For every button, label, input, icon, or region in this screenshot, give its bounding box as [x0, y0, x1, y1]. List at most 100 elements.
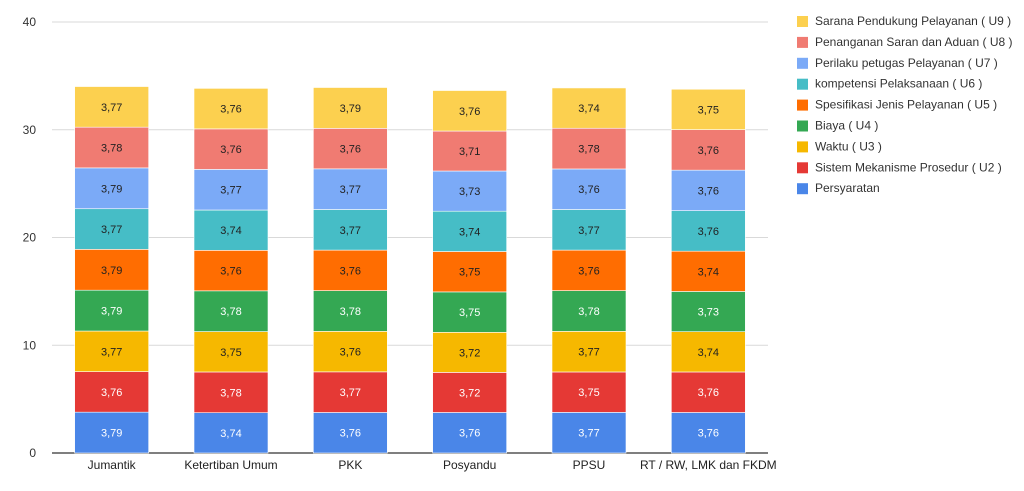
bar-segment: [671, 371, 746, 413]
data-label: 3,76: [340, 144, 361, 156]
legend-label: Persyaratan: [815, 181, 880, 195]
legend-swatch: [797, 99, 808, 111]
bar-segment: [671, 169, 746, 211]
bar-segment: [74, 371, 149, 413]
bar-segment: [551, 87, 627, 129]
y-tick-label: 40: [23, 15, 37, 29]
data-label: 3,77: [578, 428, 599, 440]
bar-segment: [313, 412, 388, 454]
data-label: 3,76: [220, 144, 241, 156]
data-label: 3,76: [459, 428, 480, 440]
bar-segment: [313, 168, 388, 210]
bar-segment: [432, 170, 507, 212]
x-category-label: PKK: [338, 458, 362, 472]
x-category-label: Ketertiban Umum: [184, 458, 277, 472]
data-label: 3,74: [220, 225, 241, 237]
bar-segment: [74, 167, 149, 210]
legend-swatch: [797, 162, 808, 174]
data-label: 3,76: [698, 428, 719, 440]
legend-label: kompetensi Pelaksanaan ( U6 ): [815, 77, 982, 91]
data-label: 3,72: [459, 387, 480, 399]
data-label: 3,78: [220, 387, 241, 399]
legend-swatch: [797, 57, 808, 69]
data-label: 3,79: [101, 183, 122, 195]
bar-segment: [432, 291, 507, 333]
y-tick-label: 0: [29, 446, 36, 460]
data-label: 3,77: [101, 102, 122, 114]
y-tick-label: 30: [23, 123, 37, 137]
x-category-label: PPSU: [573, 458, 606, 472]
gridlines: [52, 21, 768, 454]
bar-segment: [74, 126, 149, 169]
data-label: 3,76: [220, 104, 241, 116]
data-label: 3,74: [698, 266, 719, 278]
y-tick-label: 10: [23, 338, 37, 352]
bar-segment: [313, 209, 388, 251]
bar-segment: [74, 86, 149, 128]
bar-segment: [193, 371, 269, 414]
bar-segment: [313, 331, 388, 373]
data-label: 3,75: [459, 267, 480, 279]
legend-label: Sistem Mekanisme Prosedur ( U2 ): [815, 160, 1002, 174]
bar-segment: [671, 88, 746, 130]
bar-segment: [671, 210, 746, 252]
data-label: 3,76: [698, 226, 719, 238]
data-label: 3,78: [578, 306, 599, 318]
data-label: 3,78: [220, 306, 241, 318]
bar-segment: [193, 128, 269, 170]
legend-label: Waktu ( U3 ): [815, 139, 882, 153]
data-label: 3,79: [340, 103, 361, 115]
data-label: 3,76: [578, 184, 599, 196]
legend-swatch: [797, 141, 808, 153]
data-label: 3,76: [340, 265, 361, 277]
legend-label: Perilaku petugas Pelayanan ( U7 ): [815, 56, 998, 70]
data-label: 3,78: [101, 143, 122, 155]
data-label: 3,78: [340, 306, 361, 318]
bar-segment: [313, 290, 388, 332]
data-label: 3,77: [340, 225, 361, 237]
legend-swatch: [797, 183, 808, 195]
data-label: 3,72: [459, 347, 480, 359]
data-label: 3,75: [459, 307, 480, 319]
legend-label: Biaya ( U4 ): [815, 119, 878, 133]
data-label: 3,71: [459, 146, 480, 158]
bar-segment: [432, 412, 507, 454]
data-label: 3,73: [459, 186, 480, 198]
data-label: 3,76: [220, 266, 241, 278]
data-label: 3,74: [220, 428, 241, 440]
legend-swatch: [797, 78, 808, 90]
data-label: 3,77: [101, 224, 122, 236]
bar-segment: [193, 331, 269, 373]
data-label: 3,76: [340, 347, 361, 359]
bar-segment: [313, 87, 388, 129]
data-label: 3,76: [459, 106, 480, 118]
legend-swatch: [797, 36, 808, 48]
data-label: 3,77: [340, 184, 361, 196]
x-category-label: Posyandu: [443, 458, 496, 472]
data-label: 3,79: [101, 428, 122, 440]
x-category-label: Jumantik: [88, 458, 137, 472]
bar-segment: [432, 130, 507, 172]
bars: [74, 86, 746, 454]
data-label: 3,75: [578, 387, 599, 399]
bar-segment: [193, 290, 269, 332]
bar-segment: [193, 209, 269, 251]
bar-segment: [432, 372, 507, 413]
data-label: 3,74: [578, 103, 599, 115]
bar-segment: [671, 250, 746, 292]
data-label: 3,79: [101, 265, 122, 277]
bar-segment: [671, 412, 746, 454]
data-label: 3,77: [578, 225, 599, 237]
bar-segment: [551, 412, 627, 454]
data-label: 3,74: [459, 226, 480, 238]
data-label: 3,74: [698, 347, 719, 359]
data-labels: 3,79 3,76 3,77 3,79 3,79 3,77 3,79 3,78 3,77 3,74…: [101, 102, 719, 440]
data-label: 3,73: [698, 307, 719, 319]
legend-label: Penanganan Saran dan Aduan ( U8 ): [815, 35, 1012, 49]
bar-segment: [193, 88, 269, 130]
data-label: 3,77: [220, 185, 241, 197]
legend-label: Spesifikasi Jenis Pelayanan ( U5 ): [815, 98, 997, 112]
data-label: 3,76: [340, 428, 361, 440]
legend: Sarana Pendukung Pelayanan ( U9 ) Penanga…: [797, 14, 1012, 195]
